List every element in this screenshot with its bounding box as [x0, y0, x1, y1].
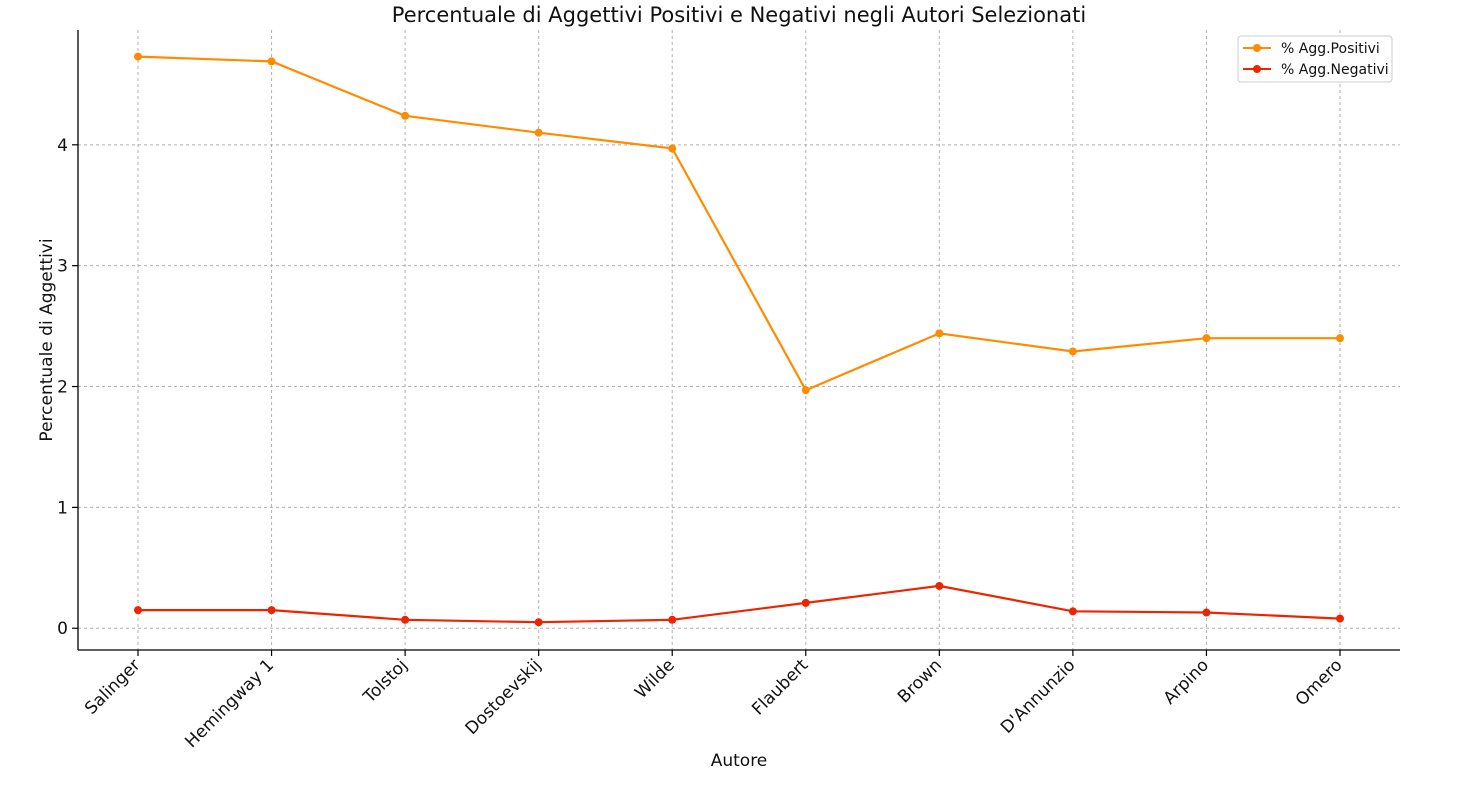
- y-tick-label: 0: [57, 619, 68, 639]
- x-tick-label: Brown: [894, 655, 946, 707]
- series: [134, 52, 1344, 627]
- data-point: [267, 57, 276, 66]
- x-tick-label: D'Annunzio: [997, 655, 1079, 737]
- y-tick-label: 2: [57, 378, 68, 398]
- series-positivi: [134, 52, 1344, 395]
- data-point: [1202, 334, 1211, 343]
- data-point: [935, 581, 944, 590]
- data-point: [134, 606, 142, 615]
- data-point: [1068, 347, 1077, 356]
- series-line: [138, 584, 1341, 624]
- data-point: [1202, 608, 1211, 617]
- x-tick-label: Arpino: [1160, 655, 1213, 708]
- data-point: [935, 329, 944, 338]
- data-point: [401, 111, 410, 120]
- axes: [77, 30, 1400, 651]
- data-point: [134, 52, 142, 61]
- ticks: Salinger Hemingway 1 Tolstoj Dostoevskij Wil…: [57, 136, 1346, 752]
- legend-label-positivi: % Agg.Positivi: [1281, 41, 1380, 57]
- legend: % Agg.Positivi % Agg.Negativi: [1237, 35, 1393, 83]
- y-tick-label: 1: [57, 498, 68, 518]
- data-point: [1068, 607, 1077, 616]
- data-point: [534, 128, 543, 137]
- y-tick-label: 3: [57, 257, 68, 277]
- data-point: [1336, 614, 1344, 623]
- legend-entry-positivi: % Agg.Positivi: [1243, 41, 1380, 57]
- legend-box: [1237, 35, 1393, 83]
- data-point: [801, 386, 810, 395]
- y-tick-label: 4: [57, 136, 68, 156]
- x-axis-label: Autore: [711, 751, 768, 771]
- x-tick-label: Dostoevskij: [462, 655, 546, 739]
- series-line: [137, 55, 1340, 392]
- x-tick-label: Wilde: [631, 655, 678, 702]
- data-point: [267, 606, 276, 615]
- series-negativi: [134, 581, 1344, 627]
- data-point: [1336, 334, 1344, 343]
- legend-entry-negativi: % Agg.Negativi: [1243, 62, 1389, 78]
- chart-title: Percentuale di Aggettivi Positivi e Nega…: [392, 3, 1086, 27]
- grid: [78, 30, 1400, 650]
- x-tick-label: Hemingway 1: [181, 655, 278, 752]
- data-point: [668, 615, 677, 624]
- legend-label-negativi: % Agg.Negativi: [1281, 62, 1389, 78]
- data-point: [801, 598, 810, 607]
- data-point: [668, 144, 677, 153]
- y-axis-label: Percentuale di Aggettivi: [37, 238, 57, 441]
- data-point: [401, 615, 410, 624]
- x-tick-label: Flaubert: [748, 655, 812, 719]
- x-tick-label: Omero: [1292, 655, 1347, 710]
- data-point: [534, 618, 543, 627]
- x-tick-label: Tolstoj: [359, 655, 412, 708]
- x-tick-label: Salinger: [81, 655, 144, 718]
